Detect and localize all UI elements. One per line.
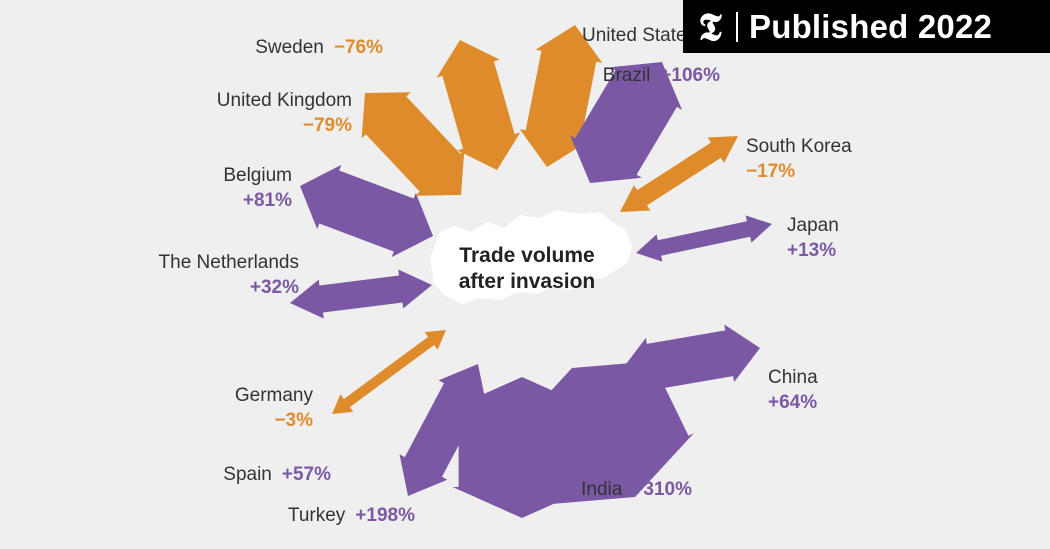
label-united-kingdom: United Kingdom −79% (217, 90, 352, 136)
change-value: −17% (746, 161, 795, 182)
country-label: United States (582, 25, 696, 46)
badge-divider (736, 11, 738, 42)
change-value: +57% (282, 464, 331, 485)
country-name: Turkey (288, 505, 346, 526)
country-name: Sweden (255, 37, 324, 58)
label-belgium: Belgium +81% (223, 165, 292, 211)
change-value: +310% (632, 479, 692, 500)
arrow-south-korea (620, 136, 738, 212)
country-name: Japan (787, 215, 839, 236)
arrow-spain (399, 364, 487, 496)
arrow-belgium (300, 164, 433, 258)
label-sweden: Sweden −76% (255, 37, 383, 58)
label-japan: Japan +13% (787, 215, 839, 261)
change-value: +32% (250, 277, 299, 298)
label-the-netherlands: The Netherlands +32% (159, 252, 300, 298)
country-label: Spain +57% (223, 464, 331, 485)
country-name: China (768, 367, 818, 388)
label-turkey: Turkey +198% (288, 505, 415, 526)
country-name: United States (582, 25, 696, 46)
published-badge: 𝕿 Published 2022 (683, 0, 1050, 53)
label-brazil: Brazil +106% (603, 65, 720, 86)
label-spain: Spain +57% (223, 464, 331, 485)
center-label-line-2: after invasion (459, 270, 596, 293)
label-germany: Germany −3% (235, 385, 314, 431)
country-labels: Sweden −76% United States Brazil +106% South … (159, 25, 853, 526)
arrow-sweden (436, 40, 521, 170)
change-value: −76% (334, 37, 383, 58)
change-value: +64% (768, 392, 817, 413)
arrow-united-kingdom (361, 92, 465, 196)
country-name: United Kingdom (217, 90, 352, 111)
country-name: Belgium (223, 165, 292, 186)
country-name: Brazil (603, 65, 651, 86)
label-india: India +310% (581, 479, 692, 500)
arrow-brazil (569, 62, 683, 183)
country-name: Germany (235, 385, 314, 406)
country-name: India (581, 479, 623, 500)
change-value: +198% (355, 505, 415, 526)
label-south-korea: South Korea −17% (746, 136, 852, 182)
nyt-logo-icon: 𝕿 (698, 3, 722, 49)
country-label: Brazil +106% (603, 65, 720, 86)
country-label: India +310% (581, 479, 692, 500)
change-value: −79% (303, 115, 352, 136)
country-name: Spain (223, 464, 272, 485)
change-value: +106% (660, 65, 720, 86)
country-name: South Korea (746, 136, 852, 157)
label-china: China +64% (768, 367, 818, 413)
label-united-states: United States (582, 25, 696, 46)
country-name: The Netherlands (159, 252, 299, 273)
change-value: +13% (787, 240, 836, 261)
country-label: Turkey +198% (288, 505, 415, 526)
change-value: +81% (243, 190, 292, 211)
center-label-line-1: Trade volume (459, 244, 594, 267)
published-label: Published 2022 (749, 7, 993, 45)
arrow-japan (636, 215, 772, 262)
russia-map (430, 210, 632, 304)
change-value: −3% (274, 410, 313, 431)
arrow-turkey (452, 377, 592, 518)
arrow-germany (332, 330, 446, 414)
arrow-the-netherlands (290, 269, 432, 319)
trade-arrows (290, 25, 772, 518)
country-label: Sweden −76% (255, 37, 383, 58)
